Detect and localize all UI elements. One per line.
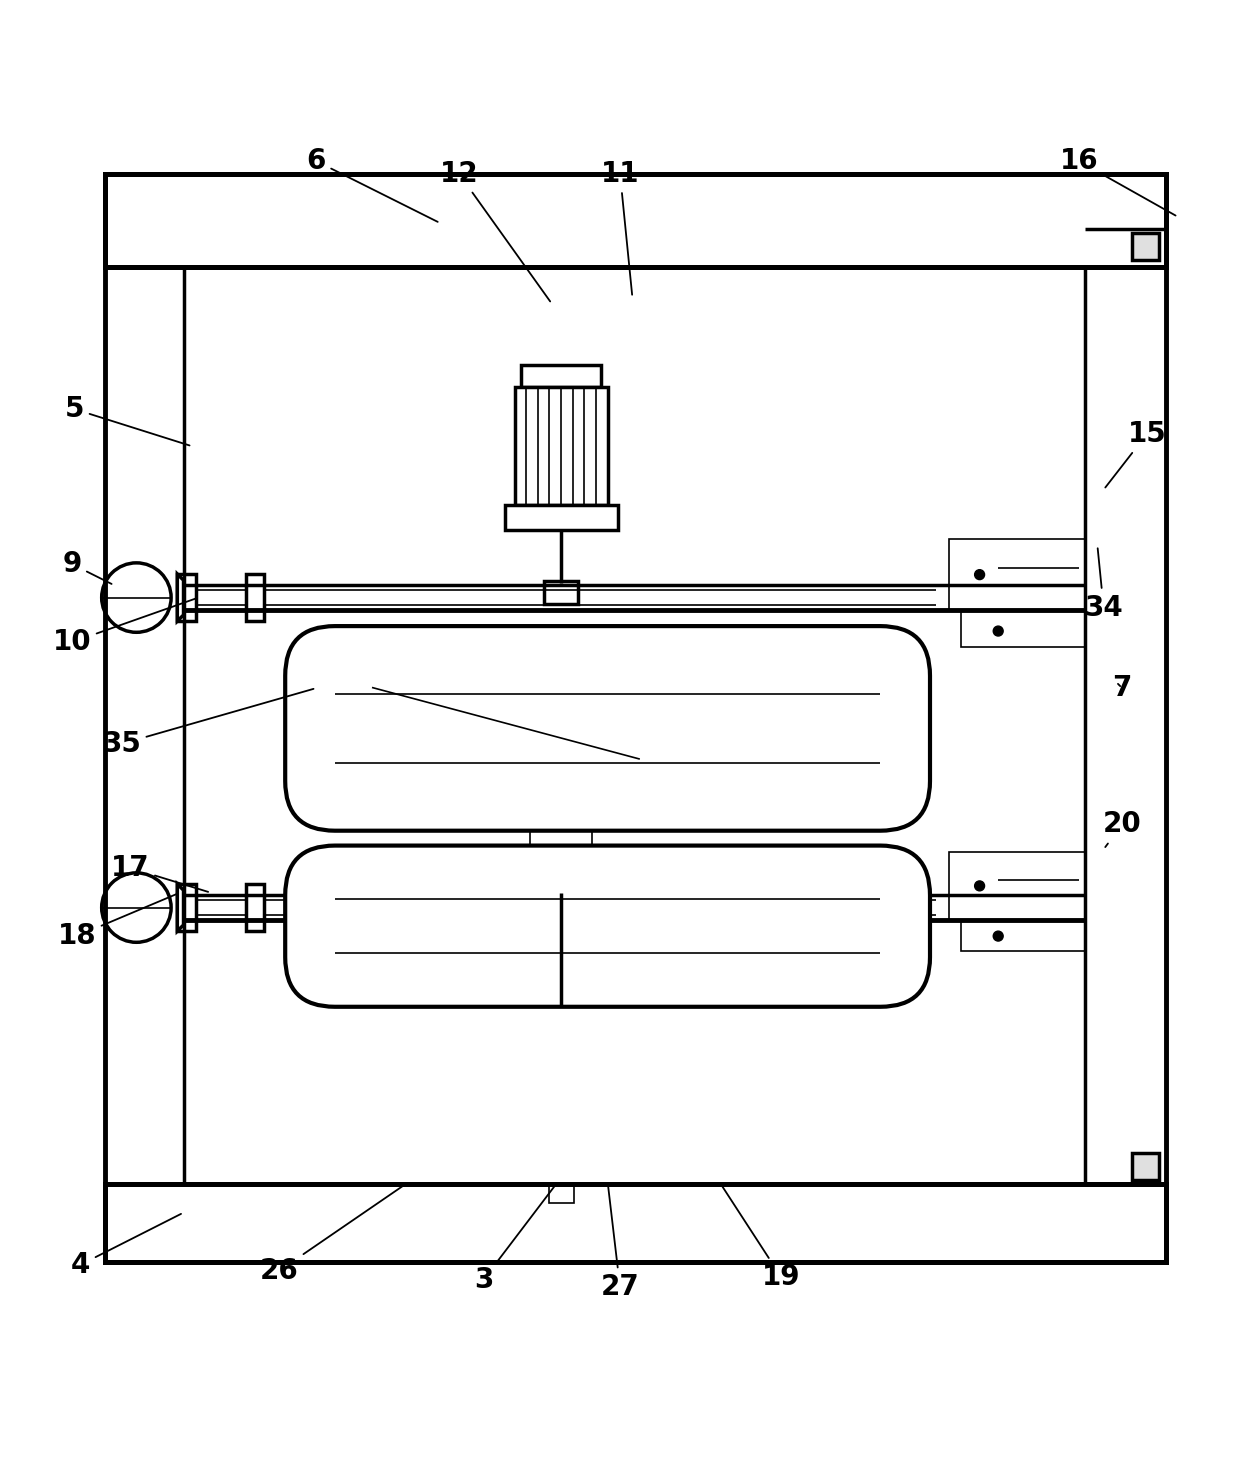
Text: 7: 7 [1112, 674, 1132, 702]
Bar [105, 174, 1166, 1263]
Bar [949, 540, 1085, 610]
Bar [521, 366, 601, 388]
Text: 11: 11 [600, 159, 640, 294]
FancyBboxPatch shape [285, 846, 930, 1007]
Text: 5: 5 [64, 395, 190, 445]
Polygon shape [177, 573, 184, 622]
Bar [246, 884, 264, 930]
Text: 10: 10 [52, 598, 196, 657]
Text: 4: 4 [71, 1214, 181, 1279]
Bar [105, 1184, 1166, 1263]
Bar [105, 1184, 1166, 1263]
Polygon shape [177, 884, 184, 930]
Bar [548, 1184, 573, 1203]
Bar [949, 851, 1085, 920]
Bar [1132, 1153, 1159, 1181]
Text: 34: 34 [1084, 549, 1123, 622]
Circle shape [975, 881, 985, 891]
Bar [543, 879, 578, 901]
Bar [551, 878, 570, 892]
Text: 27: 27 [600, 1185, 640, 1301]
Text: 6: 6 [306, 148, 438, 222]
Bar [961, 920, 1085, 951]
Bar [515, 388, 608, 505]
Text: 9: 9 [62, 550, 112, 584]
Bar [961, 610, 1085, 647]
Text: 17: 17 [110, 854, 208, 892]
Bar [246, 573, 264, 622]
Bar [105, 174, 1166, 266]
Text: 26: 26 [259, 1184, 407, 1285]
Bar [177, 884, 196, 930]
Text: 20: 20 [1102, 811, 1142, 847]
Text: 19: 19 [720, 1184, 801, 1292]
Bar [543, 581, 578, 604]
Bar [105, 174, 1166, 266]
Text: 15: 15 [1105, 420, 1167, 487]
Circle shape [993, 626, 1003, 636]
Text: 18: 18 [57, 894, 177, 949]
Text: 16: 16 [1059, 148, 1176, 215]
Bar [177, 573, 196, 622]
Circle shape [975, 569, 985, 579]
Text: 35: 35 [102, 689, 314, 758]
Text: 3: 3 [474, 1184, 557, 1293]
FancyBboxPatch shape [285, 626, 930, 831]
Bar [1132, 233, 1159, 260]
Bar [529, 831, 591, 846]
Circle shape [993, 930, 1003, 941]
Text: 12: 12 [439, 159, 551, 301]
Bar [556, 857, 567, 885]
Bar [505, 505, 618, 530]
